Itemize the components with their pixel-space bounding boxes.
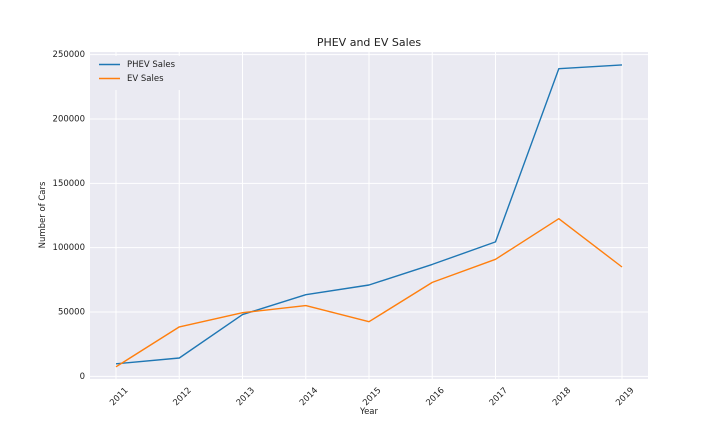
y-tick-label: 250000 (53, 50, 85, 60)
x-tick-label: 2018 (551, 386, 573, 408)
x-tick-label: 2019 (614, 386, 636, 408)
x-tick-label: 2012 (171, 386, 193, 408)
y-tick-labels: 0 50000 100000 150000 200000 250000 (53, 50, 85, 382)
series-layer (115, 64, 623, 368)
series-line-ev-sales (115, 217, 623, 368)
grid (90, 52, 648, 379)
x-tick-label: 2017 (488, 386, 510, 408)
y-tick-label: 0 (80, 372, 85, 382)
y-tick-label: 200000 (53, 114, 85, 124)
y-tick-label: 150000 (53, 179, 85, 189)
x-tick-labels: 2011 2012 2013 2014 2015 2016 2017 2018 2019 (108, 386, 636, 408)
series-line-phev-sales (115, 64, 623, 365)
x-tick-label: 2016 (424, 386, 446, 408)
y-tick-label: 50000 (58, 308, 85, 318)
x-tick-label: 2014 (298, 386, 320, 408)
y-axis-label: Number of Cars (38, 181, 48, 248)
x-axis-label: Year (359, 407, 379, 417)
x-tick-label: 2015 (361, 386, 383, 408)
x-tick-label: 2011 (108, 386, 130, 408)
chart-title: PHEV and EV Sales (317, 36, 422, 49)
x-tick-label: 2013 (235, 386, 257, 408)
legend-label-phev-sales: PHEV Sales (127, 60, 176, 70)
legend: PHEV Sales EV Sales (94, 56, 186, 90)
legend-label-ev-sales: EV Sales (127, 74, 164, 84)
y-tick-label: 100000 (53, 243, 85, 253)
